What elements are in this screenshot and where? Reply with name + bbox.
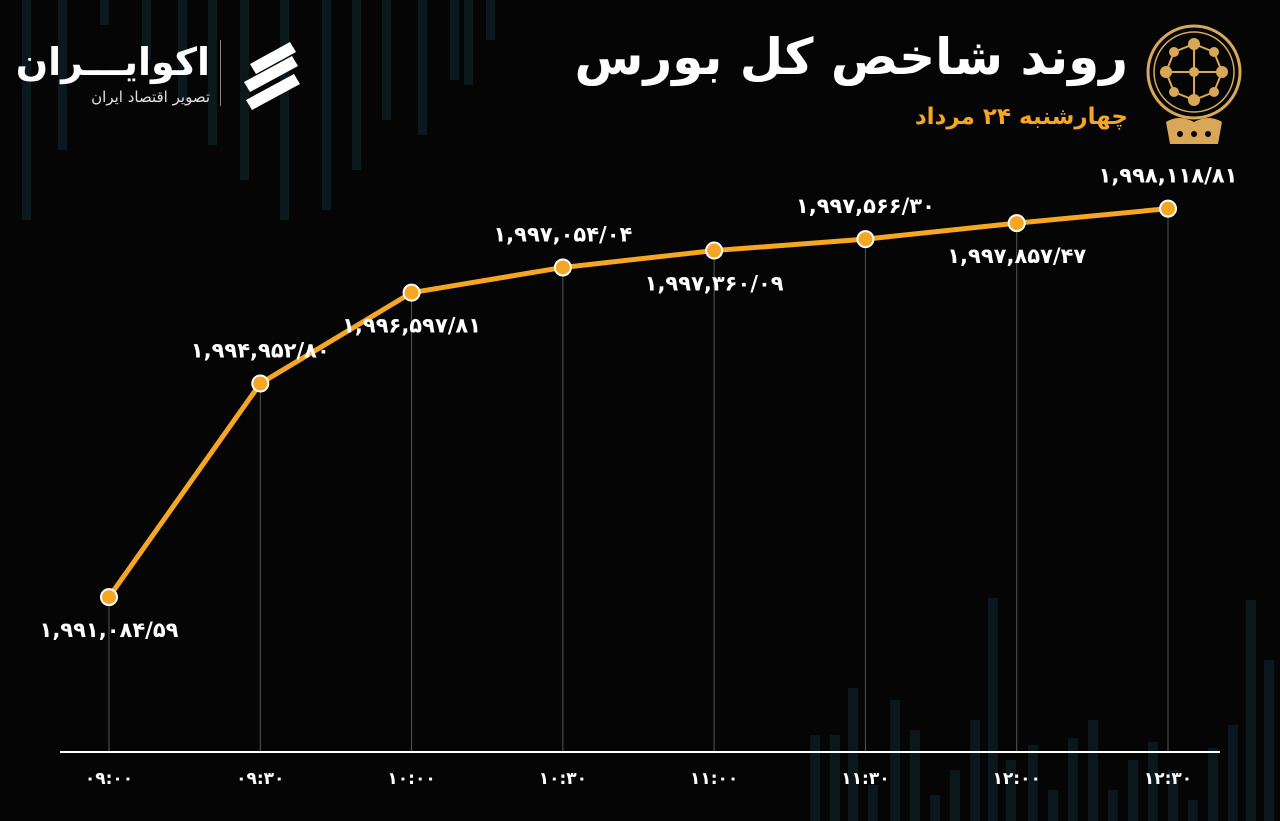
background-bar [830, 735, 840, 821]
brand-divider [220, 40, 221, 106]
background-bar [1108, 790, 1118, 821]
background-bar [450, 0, 459, 80]
background-bar [1128, 760, 1138, 821]
x-tick-label: ۱۰:۰۰ [387, 769, 435, 789]
data-label: ۱,۹۹۴,۹۵۲/۸۰ [191, 338, 330, 362]
background-bar [464, 0, 473, 85]
background-bar [810, 735, 820, 821]
background-bar [240, 0, 249, 180]
brand-tagline: تصویر اقتصاد ایران [91, 88, 210, 106]
background-bar [1148, 742, 1158, 821]
x-tick-label: ۱۰:۳۰ [539, 769, 587, 789]
background-bar [930, 795, 940, 821]
x-tick-label: ۱۲:۰۰ [993, 769, 1041, 789]
background-bar [178, 0, 187, 100]
background-bar [1228, 725, 1238, 821]
background-bar [950, 770, 960, 821]
background-bar [970, 720, 980, 821]
background-bar [322, 0, 331, 210]
background-bar [1168, 770, 1178, 821]
background-bar [208, 0, 217, 145]
data-point [100, 588, 118, 607]
background-bar [1048, 790, 1058, 821]
brand-mark-icon [244, 42, 300, 110]
background-bar [1264, 660, 1274, 821]
x-tick-label: ۱۲:۳۰ [1144, 769, 1192, 789]
background-bar [382, 0, 391, 120]
background-bar [142, 0, 151, 60]
data-label: ۱,۹۹۷,۸۵۷/۴۷ [947, 244, 1086, 268]
data-point [705, 241, 724, 260]
x-tick-label: ۱۱:۳۰ [841, 769, 889, 789]
data-label: ۱,۹۹۷,۰۵۴/۰۴ [493, 222, 632, 246]
background-bar [1028, 745, 1038, 821]
x-tick-label: ۰۹:۰۰ [85, 769, 133, 789]
data-point [1159, 199, 1177, 218]
background-bar [1006, 760, 1016, 821]
brand-name: اکوایـــران [15, 40, 210, 84]
data-label: ۱,۹۹۶,۵۹۷/۸۱ [342, 314, 481, 338]
background-bar [1188, 800, 1198, 821]
brand-logo: اکوایـــران تصویر اقتصاد ایران [15, 34, 320, 114]
background-bar [1088, 720, 1098, 821]
background-bar [988, 598, 998, 821]
data-point [251, 374, 270, 393]
background-bar [1246, 600, 1256, 821]
data-label: ۱,۹۹۱,۰۸۴/۵۹ [40, 618, 179, 642]
background-bar [1208, 748, 1218, 821]
background-bar [100, 0, 109, 25]
data-label: ۱,۹۹۷,۳۶۰/۰۹ [645, 272, 784, 296]
series-line [106, 206, 1171, 600]
chart-title: روند شاخص کل بورس [574, 28, 1128, 86]
chart-subtitle: چهارشنبه ۲۴ مرداد [914, 104, 1128, 130]
x-tick-label: ۱۱:۰۰ [690, 769, 738, 789]
background-bar [848, 688, 858, 821]
x-tick-label: ۰۹:۳۰ [236, 769, 284, 789]
background-bar [486, 0, 495, 40]
background-bar [280, 0, 289, 220]
background-bar [890, 700, 900, 821]
stock-exchange-emblem-icon [1146, 24, 1242, 144]
background-bar [1068, 738, 1078, 821]
background-bar [22, 0, 31, 220]
background-bar [352, 0, 361, 170]
data-point [856, 230, 875, 249]
data-label: ۱,۹۹۷,۵۶۶/۳۰ [796, 194, 935, 218]
data-point [553, 258, 572, 277]
data-point [402, 283, 421, 302]
background-bar [58, 0, 67, 150]
background-bar [418, 0, 427, 135]
data-label: ۱,۹۹۸,۱۱۸/۸۱ [1099, 164, 1238, 188]
background-bar [910, 730, 920, 821]
background-bar [868, 785, 878, 821]
data-point [1007, 214, 1026, 233]
